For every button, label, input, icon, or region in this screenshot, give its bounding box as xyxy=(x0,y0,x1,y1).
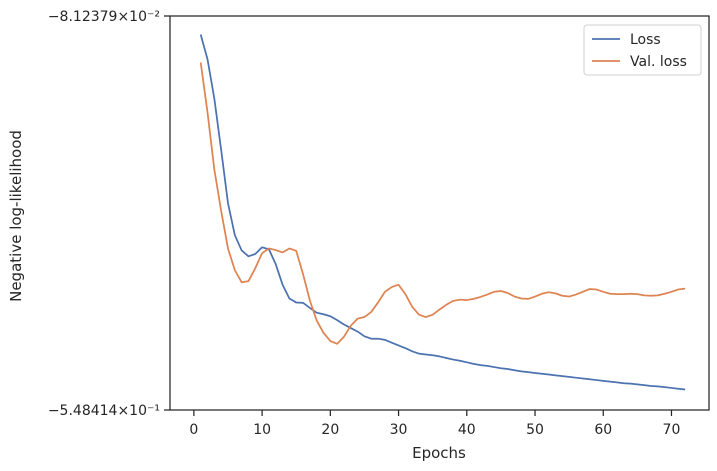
x-axis-label: Epochs xyxy=(412,444,466,462)
y-axis-label: Negative log-likelihood xyxy=(7,130,25,302)
x-tick-label: 0 xyxy=(189,422,198,438)
x-tick-label: 30 xyxy=(390,422,408,438)
x-tick-label: 10 xyxy=(253,422,271,438)
x-tick-label: 40 xyxy=(458,422,476,438)
legend-box xyxy=(583,24,702,76)
x-tick-label: 60 xyxy=(594,422,612,438)
y-tick-label-bottom: −5.48414×10⁻¹ xyxy=(48,403,160,419)
y-tick-label-top: −8.12379×10⁻² xyxy=(48,9,160,25)
plot-area xyxy=(199,34,686,391)
legend-label-loss: Loss xyxy=(630,32,661,48)
axes-frame xyxy=(169,15,710,411)
x-axis: 0 10 20 30 40 50 60 70 xyxy=(189,410,680,438)
x-tick-label: 70 xyxy=(663,422,681,438)
series-line-val-loss xyxy=(199,62,686,345)
legend: Loss Val. loss xyxy=(583,24,702,76)
legend-label-val-loss: Val. loss xyxy=(630,54,687,70)
x-tick-label: 20 xyxy=(321,422,339,438)
x-tick-label: 50 xyxy=(526,422,544,438)
series-line-loss xyxy=(199,34,686,391)
y-axis: −8.12379×10⁻² −5.48414×10⁻¹ xyxy=(48,9,170,419)
